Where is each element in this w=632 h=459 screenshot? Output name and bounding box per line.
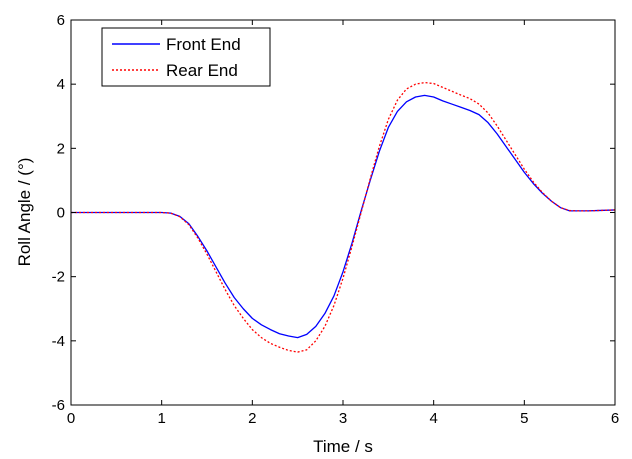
series-line-front-end [71, 94, 616, 339]
x-tick-label: 6 [611, 410, 619, 427]
legend-box [101, 27, 271, 87]
y-tick-label: 0 [57, 205, 65, 222]
legend-front-end-label: Front End [166, 35, 241, 54]
y-tick-label: 6 [57, 12, 65, 29]
x-tick-label: 4 [429, 410, 437, 427]
y-tick-label: -4 [52, 333, 65, 350]
x-tick-label: 3 [339, 410, 347, 427]
x-tick-label: 2 [248, 410, 256, 427]
legend: Front End Rear End [101, 27, 271, 87]
x-tick-label: 1 [157, 410, 165, 427]
y-axis-title: Roll Angle / (°) [15, 158, 34, 267]
x-axis-title: Time / s [313, 437, 373, 456]
x-tick-label: 0 [67, 410, 75, 427]
x-tick-label: 5 [520, 410, 528, 427]
y-tick-label: 4 [57, 76, 65, 93]
plot-frame [70, 19, 616, 406]
y-tick-label: -2 [52, 269, 65, 286]
series-layer [71, 81, 616, 353]
legend-rear-end-label: Rear End [166, 61, 238, 80]
series-line-rear-end [71, 81, 616, 353]
labels-layer: 0 1 2 3 4 5 6 -6 -4 -2 0 2 4 6 [52, 12, 620, 427]
y-tick-label: -6 [52, 397, 65, 414]
y-tick-label: 2 [57, 140, 65, 157]
